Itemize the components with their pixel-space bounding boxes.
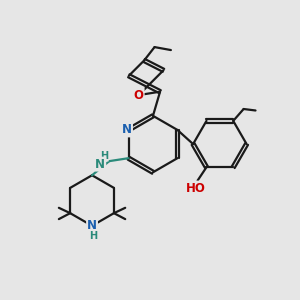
Text: H: H <box>100 151 108 161</box>
Text: N: N <box>87 219 97 232</box>
Text: O: O <box>134 88 144 102</box>
Text: N: N <box>95 158 105 171</box>
Text: H: H <box>89 231 98 241</box>
Text: HO: HO <box>186 182 206 194</box>
Text: N: N <box>122 123 132 136</box>
